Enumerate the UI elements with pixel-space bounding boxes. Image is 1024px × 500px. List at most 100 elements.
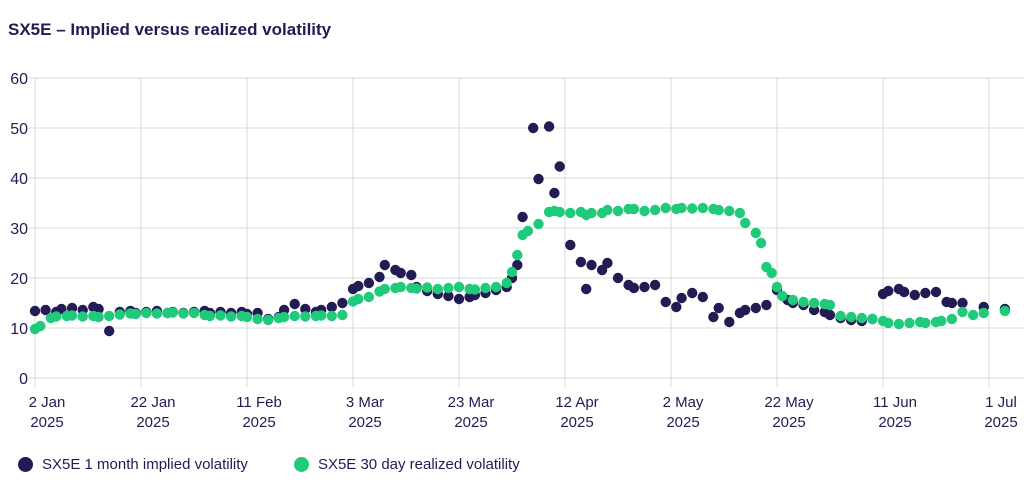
data-point-realized bbox=[602, 204, 613, 216]
data-point-realized bbox=[957, 306, 968, 318]
data-point-implied bbox=[104, 325, 115, 337]
data-point-realized bbox=[395, 281, 406, 293]
data-point-realized bbox=[66, 310, 78, 321]
data-point-realized bbox=[904, 317, 915, 329]
data-point-realized bbox=[289, 310, 300, 322]
data-point-implied bbox=[40, 304, 51, 316]
x-tick-label: 23 Mar 2025 bbox=[448, 394, 495, 431]
data-point-realized bbox=[300, 311, 311, 322]
data-point-implied bbox=[883, 285, 894, 297]
data-point-realized bbox=[422, 282, 433, 293]
data-point-realized bbox=[114, 309, 126, 320]
data-point-implied bbox=[581, 283, 592, 295]
data-point-implied bbox=[29, 305, 41, 317]
data-point-realized bbox=[77, 311, 88, 322]
data-point-implied bbox=[671, 301, 682, 313]
legend-item-implied[interactable]: SX5E 1 month implied volatility bbox=[18, 456, 248, 473]
data-point-implied bbox=[395, 267, 406, 279]
x-tick-label: 12 Apr 2025 bbox=[555, 394, 598, 431]
data-point-implied bbox=[930, 286, 942, 298]
x-tick-label: 22 Jan 2025 bbox=[130, 394, 175, 431]
data-point-implied bbox=[957, 297, 968, 309]
data-point-realized bbox=[432, 283, 443, 295]
x-tick-label: 2 Jan 2025 bbox=[29, 394, 66, 431]
data-point-implied bbox=[750, 302, 761, 314]
data-point-realized bbox=[936, 315, 947, 327]
data-point-realized bbox=[565, 207, 576, 219]
data-point-realized bbox=[104, 310, 115, 322]
data-point-realized bbox=[443, 282, 454, 294]
data-point-implied bbox=[528, 122, 539, 134]
data-point-realized bbox=[978, 307, 989, 319]
data-point-realized bbox=[628, 203, 640, 215]
data-point-realized bbox=[490, 281, 502, 293]
y-tick-label: 30 bbox=[10, 221, 28, 238]
data-point-implied bbox=[406, 269, 417, 281]
data-point-realized bbox=[241, 311, 253, 323]
y-tick-label: 60 bbox=[10, 71, 28, 88]
data-point-implied bbox=[289, 298, 300, 310]
implied-series-swatch-icon bbox=[18, 457, 33, 472]
data-point-implied bbox=[761, 299, 772, 311]
data-point-realized bbox=[612, 205, 624, 217]
data-point-realized bbox=[999, 305, 1011, 317]
legend-item-realized[interactable]: SX5E 30 day realized volatility bbox=[293, 456, 520, 473]
data-point-realized bbox=[225, 311, 237, 322]
data-point-realized bbox=[35, 320, 46, 332]
data-point-realized bbox=[846, 311, 857, 323]
data-point-implied bbox=[676, 292, 687, 304]
y-tick-label: 40 bbox=[10, 171, 28, 188]
data-point-realized bbox=[755, 237, 767, 249]
x-tick-label: 3 Mar 2025 bbox=[346, 394, 384, 431]
data-point-implied bbox=[920, 287, 931, 299]
data-point-implied bbox=[708, 311, 719, 323]
data-point-implied bbox=[554, 161, 565, 172]
data-point-implied bbox=[517, 211, 528, 223]
data-point-implied bbox=[374, 271, 385, 283]
data-point-realized bbox=[522, 225, 534, 237]
data-point-realized bbox=[750, 227, 761, 239]
data-point-realized bbox=[554, 206, 565, 218]
data-point-realized bbox=[724, 205, 735, 217]
data-point-implied bbox=[946, 297, 958, 309]
data-point-realized bbox=[697, 202, 708, 214]
chart-legend: SX5E 1 month implied volatility SX5E 30 … bbox=[18, 456, 520, 473]
x-tick-label: 22 May 2025 bbox=[764, 394, 814, 431]
data-point-realized bbox=[188, 307, 200, 319]
data-point-realized bbox=[766, 267, 777, 279]
x-tick-label: 11 Feb 2025 bbox=[236, 394, 282, 431]
data-point-implied bbox=[353, 280, 364, 292]
data-point-implied bbox=[453, 293, 465, 305]
data-point-implied bbox=[899, 286, 910, 298]
data-point-realized bbox=[252, 313, 263, 325]
data-point-implied bbox=[565, 239, 576, 251]
data-point-realized bbox=[93, 311, 104, 323]
data-point-implied bbox=[300, 303, 311, 315]
data-point-realized bbox=[263, 314, 274, 326]
data-point-realized bbox=[808, 297, 820, 309]
x-tick-label: 11 Jun 2025 bbox=[873, 394, 917, 431]
data-point-realized bbox=[411, 283, 422, 294]
data-point-implied bbox=[660, 296, 671, 308]
data-point-realized bbox=[883, 317, 894, 329]
data-point-implied bbox=[533, 173, 544, 185]
data-point-implied bbox=[628, 282, 640, 294]
data-point-implied bbox=[586, 259, 597, 271]
data-point-realized bbox=[777, 290, 788, 302]
data-point-realized bbox=[893, 318, 905, 330]
data-point-realized bbox=[740, 217, 751, 229]
data-point-realized bbox=[215, 310, 226, 321]
data-point-realized bbox=[867, 313, 878, 325]
data-point-realized bbox=[379, 283, 390, 295]
data-point-implied bbox=[549, 187, 560, 199]
data-point-realized bbox=[586, 207, 597, 219]
data-point-implied bbox=[337, 297, 348, 309]
y-tick-label: 10 bbox=[10, 321, 28, 338]
data-point-realized bbox=[835, 310, 846, 322]
data-point-implied bbox=[909, 289, 920, 301]
data-point-realized bbox=[713, 204, 724, 216]
x-tick-label: 1 Jul 2025 bbox=[984, 394, 1017, 431]
data-point-realized bbox=[512, 249, 523, 261]
data-point-realized bbox=[787, 294, 799, 306]
y-tick-label: 20 bbox=[10, 271, 28, 288]
